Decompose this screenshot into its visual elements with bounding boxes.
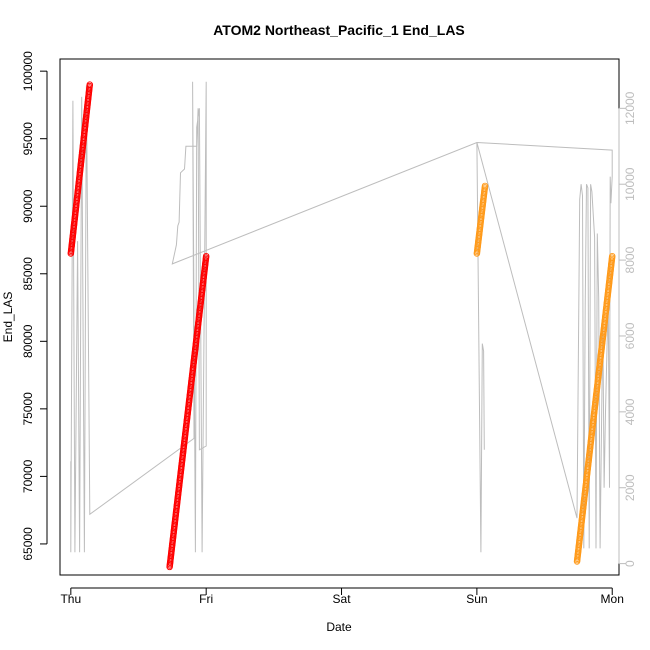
y-tick-label: 75000 [21, 392, 35, 426]
y2-tick-label: 6000 [623, 322, 637, 349]
data-point [86, 81, 94, 88]
y2-tick-label: 10000 [623, 167, 637, 201]
secondary-series-line [70, 81, 613, 553]
y-tick-label: 90000 [21, 189, 35, 223]
x-tick-label: Thu [60, 592, 81, 606]
chart-title: ATOM2 Northeast_Pacific_1 End_LAS [213, 22, 465, 38]
secondary-line-layer [70, 81, 613, 553]
y-tick-label: 100000 [21, 51, 35, 91]
plot-frame [59, 58, 620, 576]
x-tick-label: Sun [466, 592, 487, 606]
y2-tick-label: 8000 [623, 246, 637, 273]
y2-tick-label: 12000 [623, 91, 637, 125]
y-tick-label: 85000 [21, 257, 35, 291]
axes-layer: Thu Fri Sat Sun Mon6500070000750008000085000… [21, 51, 637, 606]
y-tick-label: 80000 [21, 324, 35, 358]
y-tick-label: 95000 [21, 122, 35, 156]
y-tick-label: 70000 [21, 459, 35, 493]
y-axis-label: End_LAS [1, 292, 15, 343]
x-axis-label: Date [326, 620, 352, 634]
points-layer [67, 81, 616, 571]
y2-tick-label: 0 [623, 560, 637, 567]
y2-tick-label: 4000 [623, 398, 637, 425]
x-tick-label: Fri [199, 592, 213, 606]
x-tick-label: Sat [333, 592, 352, 606]
y-tick-label: 65000 [21, 527, 35, 561]
x-tick-label: Mon [601, 592, 624, 606]
data-point [608, 252, 616, 260]
y2-tick-label: 2000 [623, 474, 637, 501]
data-point [202, 252, 210, 260]
data-point [481, 182, 489, 190]
